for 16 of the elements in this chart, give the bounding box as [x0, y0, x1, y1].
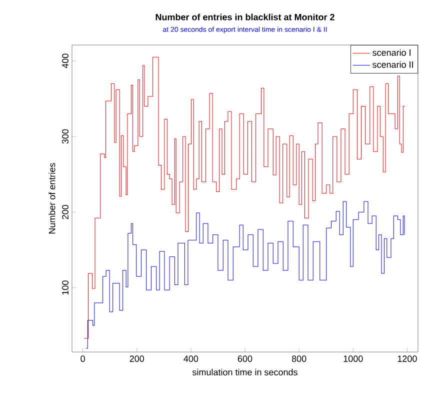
chart-title: Number of entries in blacklist at Monitor 2 [156, 14, 334, 20]
y-tick-label: 100 [62, 280, 68, 295]
x-tick-label: 800 [292, 356, 306, 362]
x-tick-label: 400 [184, 356, 198, 362]
x-tick-label: 0 [80, 356, 85, 362]
y-axis-title: Number of entries [48, 163, 56, 234]
y-tick-label: 400 [62, 54, 68, 68]
y-tick-label: 300 [62, 129, 68, 144]
x-tick-label: 1000 [344, 356, 363, 362]
x-tick-label: 200 [130, 356, 144, 362]
x-tick-label: 1200 [398, 356, 417, 362]
legend-label: scenario II [372, 61, 413, 68]
x-axis-title: simulation time in seconds [192, 368, 298, 376]
x-tick-label: 600 [238, 356, 252, 362]
y-tick-label: 200 [62, 204, 68, 220]
legend-label: scenario I [372, 49, 410, 56]
